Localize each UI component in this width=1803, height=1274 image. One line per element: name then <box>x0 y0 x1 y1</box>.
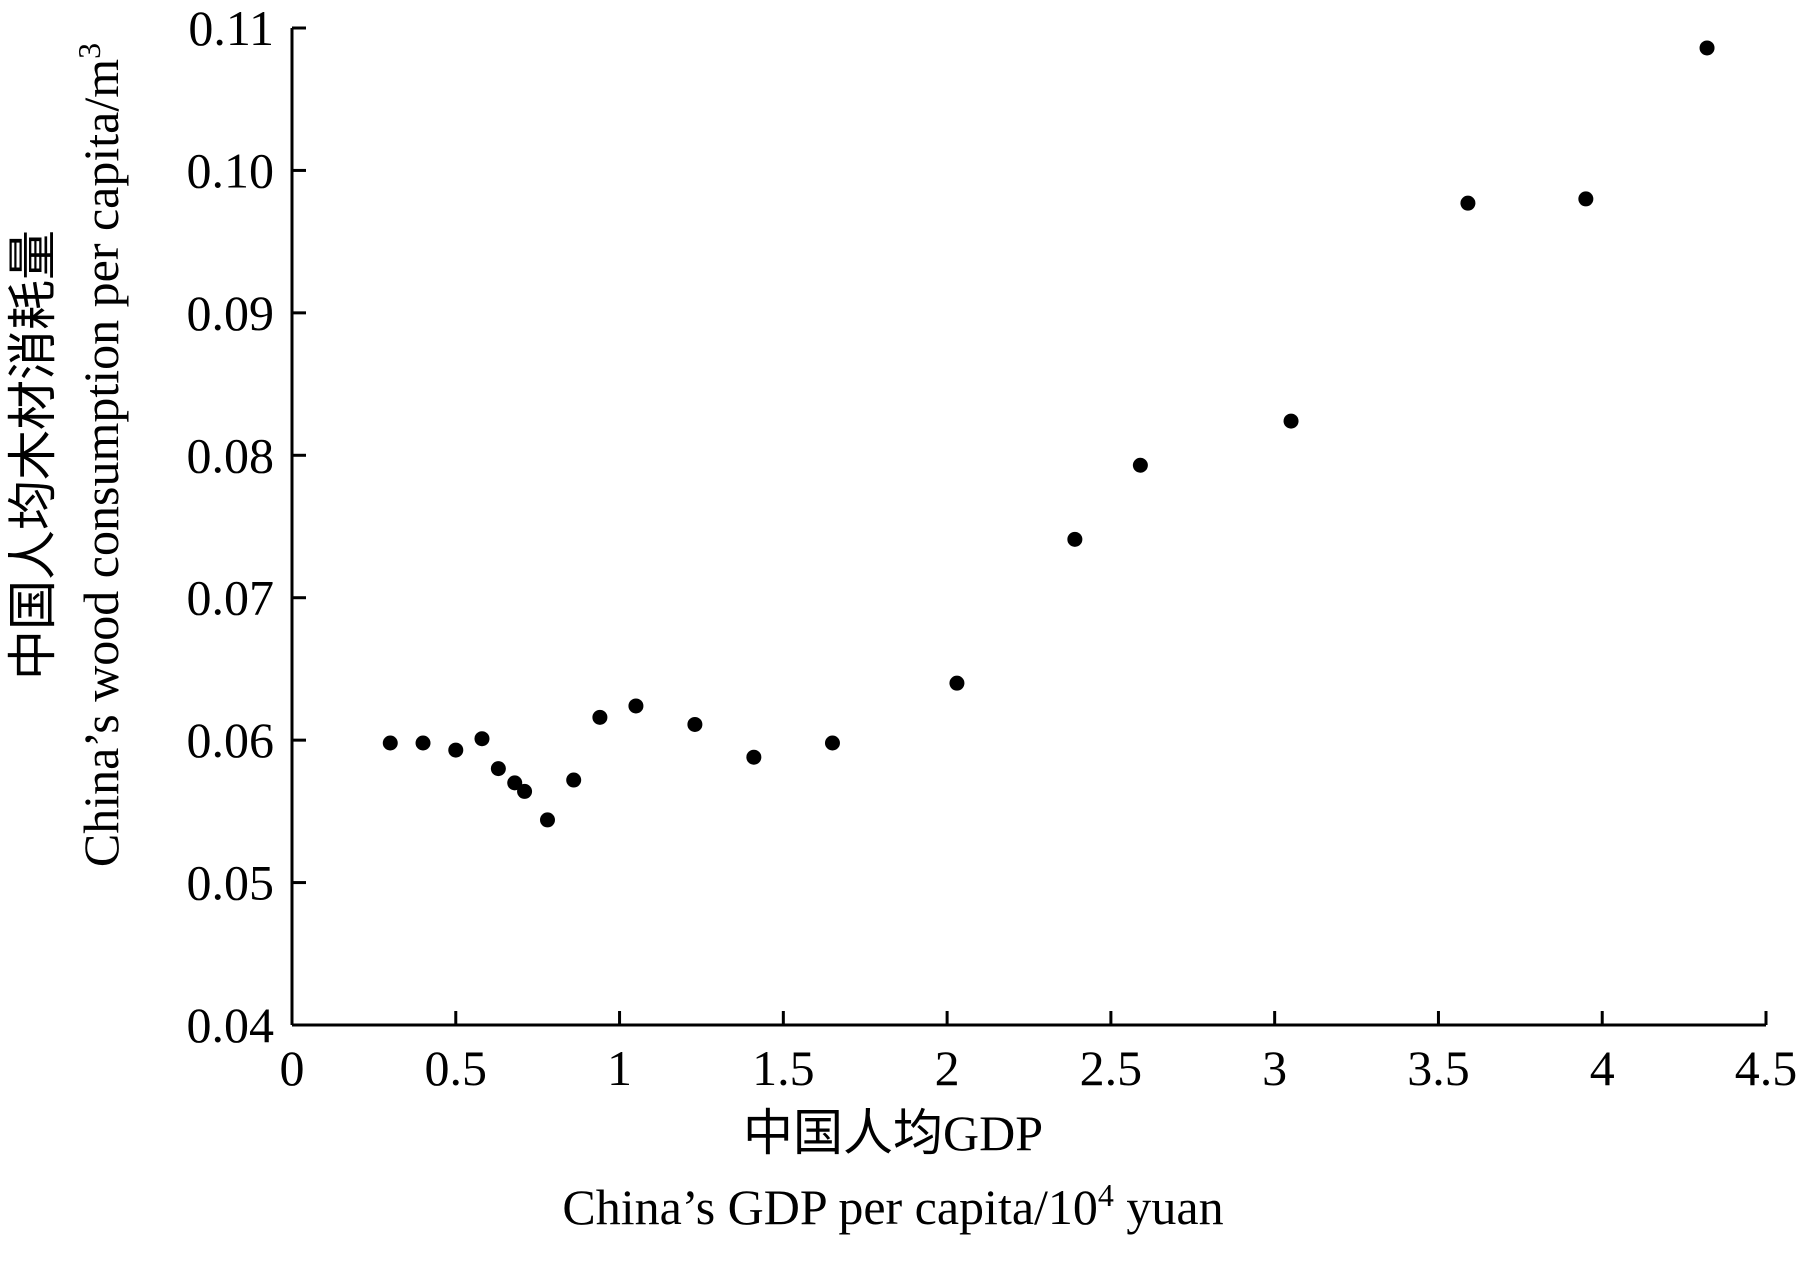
x-axis-title-english: China’s GDP per capita/104 yuan <box>562 1177 1223 1235</box>
data-point <box>592 709 608 725</box>
x-tick-label: 2 <box>935 1040 960 1096</box>
data-point <box>566 772 582 788</box>
data-point <box>517 783 533 799</box>
y-tick-label: 0.10 <box>187 142 275 198</box>
data-point <box>507 775 523 791</box>
x-tick-label: 3.5 <box>1407 1040 1470 1096</box>
y-tick-label: 0.08 <box>187 427 275 483</box>
data-point <box>415 735 431 751</box>
data-point <box>382 735 398 751</box>
data-point <box>474 731 490 747</box>
y-axis-title-chinese: 中国人均木材消耗量 <box>5 230 61 680</box>
y-tick-label: 0.04 <box>187 997 275 1053</box>
data-point <box>824 735 840 751</box>
x-tick-label: 4.5 <box>1735 1040 1798 1096</box>
data-point <box>1067 531 1083 547</box>
data-point <box>1132 457 1148 473</box>
data-point <box>687 716 703 732</box>
data-point <box>746 749 762 765</box>
x-axis-ticks: 0 0.5 1 1.5 2 2.5 3 3.5 4 4.5 <box>280 1011 1798 1096</box>
y-axis-title-superscript: 3 <box>71 43 107 59</box>
x-tick-label: 0 <box>280 1040 305 1096</box>
x-tick-label: 2.5 <box>1080 1040 1143 1096</box>
y-axis-title-english: China’s wood consumption per capita/m3 <box>71 43 129 867</box>
data-point <box>1699 40 1715 56</box>
y-tick-label: 0.05 <box>187 855 275 911</box>
x-tick-label: 0.5 <box>425 1040 488 1096</box>
x-tick-label: 4 <box>1590 1040 1615 1096</box>
y-axis-ticks: 0.04 0.05 0.06 0.07 0.08 0.09 0.10 0.11 <box>187 0 306 1053</box>
data-point <box>490 761 506 777</box>
data-point <box>1578 191 1594 207</box>
data-point <box>949 675 965 691</box>
data-point <box>539 812 555 828</box>
y-tick-label: 0.07 <box>187 570 275 626</box>
x-axis-title-unit: yuan <box>1114 1179 1224 1235</box>
x-axis-title-chinese: 中国人均GDP <box>743 1105 1043 1161</box>
data-points <box>382 40 1715 828</box>
x-tick-label: 1.5 <box>752 1040 815 1096</box>
y-axis-title-main: China’s wood consumption per capita/m <box>73 59 129 867</box>
data-point <box>448 742 464 758</box>
data-point <box>1283 413 1299 429</box>
x-tick-label: 1 <box>607 1040 632 1096</box>
y-tick-label: 0.06 <box>187 712 275 768</box>
axes <box>290 28 1766 1027</box>
data-point <box>1460 195 1476 211</box>
x-axis-title-main: China’s GDP per capita/10 <box>562 1179 1098 1235</box>
y-tick-label: 0.09 <box>187 285 275 341</box>
y-tick-label: 0.11 <box>188 0 274 56</box>
data-point <box>628 698 644 714</box>
x-axis-title-superscript: 4 <box>1098 1177 1114 1213</box>
x-tick-label: 3 <box>1262 1040 1287 1096</box>
